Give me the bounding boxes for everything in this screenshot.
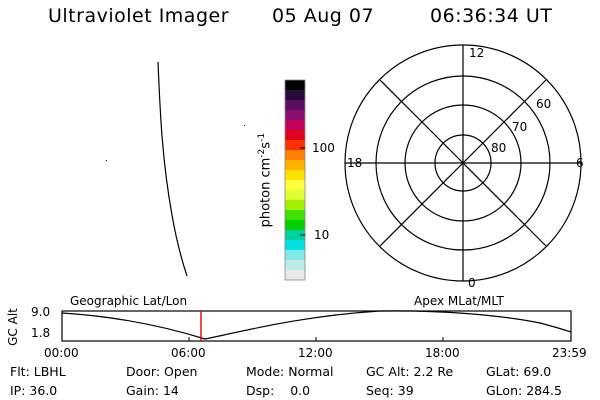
colorbar-segment — [285, 170, 305, 181]
lat-label-60: 60 — [536, 97, 552, 111]
colorbar-tick-label: 10 — [314, 228, 330, 242]
mlt-label-18: 18 — [347, 156, 363, 170]
x-tick-label: 23:59 — [552, 346, 587, 360]
colorbar-tick-label: 100 — [312, 141, 335, 155]
colorbar-segment — [285, 250, 305, 261]
info-dsp: Dsp: 0.0 — [246, 383, 311, 398]
x-tick-label: 12:00 — [298, 346, 333, 360]
polar-axis-diagonal — [379, 79, 547, 247]
x-tick-label: 00:00 — [44, 346, 79, 360]
info-gain: Gain: 14 — [126, 383, 179, 398]
apex-panel-label: Apex MLat/MLT — [414, 294, 504, 308]
colorbar-segment — [285, 160, 305, 171]
colorbar-frame — [284, 79, 306, 281]
mlt-label-12: 12 — [469, 46, 485, 60]
geo-dot — [106, 160, 107, 161]
info-ip: IP: 36.0 — [10, 383, 58, 398]
colorbar-axis-label: photon cm-2s-1 — [257, 132, 274, 228]
geographic-panel-label: Geographic Lat/Lon — [70, 294, 188, 308]
orbit-plot-frame — [61, 310, 572, 342]
polar-plot — [344, 44, 582, 282]
colorbar-segment — [285, 80, 305, 91]
mlt-label-0: 0 — [468, 276, 476, 290]
image-time: 06:36:34 UT — [430, 5, 553, 27]
colorbar-segment — [285, 200, 305, 211]
mlt-label-6: 6 — [576, 156, 584, 170]
colorbar-segment — [285, 240, 305, 251]
x-tick-label: 18:00 — [425, 346, 460, 360]
info-mode: Mode: Normal — [246, 364, 334, 379]
colorbar-segment — [285, 220, 305, 231]
x-tick-label: 06:00 — [171, 346, 206, 360]
info-glat: GLat: 69.0 — [486, 364, 552, 379]
colorbar-segment — [285, 130, 305, 141]
colorbar-segment — [285, 230, 305, 241]
colorbar-segment — [285, 210, 305, 221]
colorbar-segment — [285, 100, 305, 111]
instrument-title: Ultraviolet Imager — [48, 5, 230, 27]
info-filter: Flt: LBHL — [10, 364, 66, 379]
geo-dot — [244, 125, 245, 126]
orbit-ylabel: GC Alt — [5, 308, 20, 346]
info-door: Door: Open — [126, 364, 198, 379]
orbit-ymax-label: 9.0 — [31, 305, 51, 319]
colorbar-segment — [285, 180, 305, 191]
geographic-boundary-curve — [157, 61, 188, 277]
colorbar-segment — [285, 260, 305, 271]
colorbar — [285, 80, 305, 281]
lat-label-80: 80 — [491, 141, 507, 155]
lat-label-70: 70 — [512, 120, 528, 134]
colorbar-segment — [285, 110, 305, 121]
info-gc-alt: GC Alt: 2.2 Re — [366, 364, 454, 379]
image-date: 05 Aug 07 — [272, 5, 375, 27]
colorbar-segment — [285, 120, 305, 131]
info-seq: Seq: 39 — [366, 383, 414, 398]
colorbar-segment — [285, 150, 305, 161]
colorbar-segment — [285, 90, 305, 101]
colorbar-segment — [285, 140, 305, 151]
orbit-altitude-curve — [61, 310, 572, 340]
info-glon: GLon: 284.5 — [486, 383, 562, 398]
colorbar-segment — [285, 270, 305, 281]
orbit-ymin-label: 1.8 — [31, 326, 51, 340]
colorbar-segment — [285, 190, 305, 201]
